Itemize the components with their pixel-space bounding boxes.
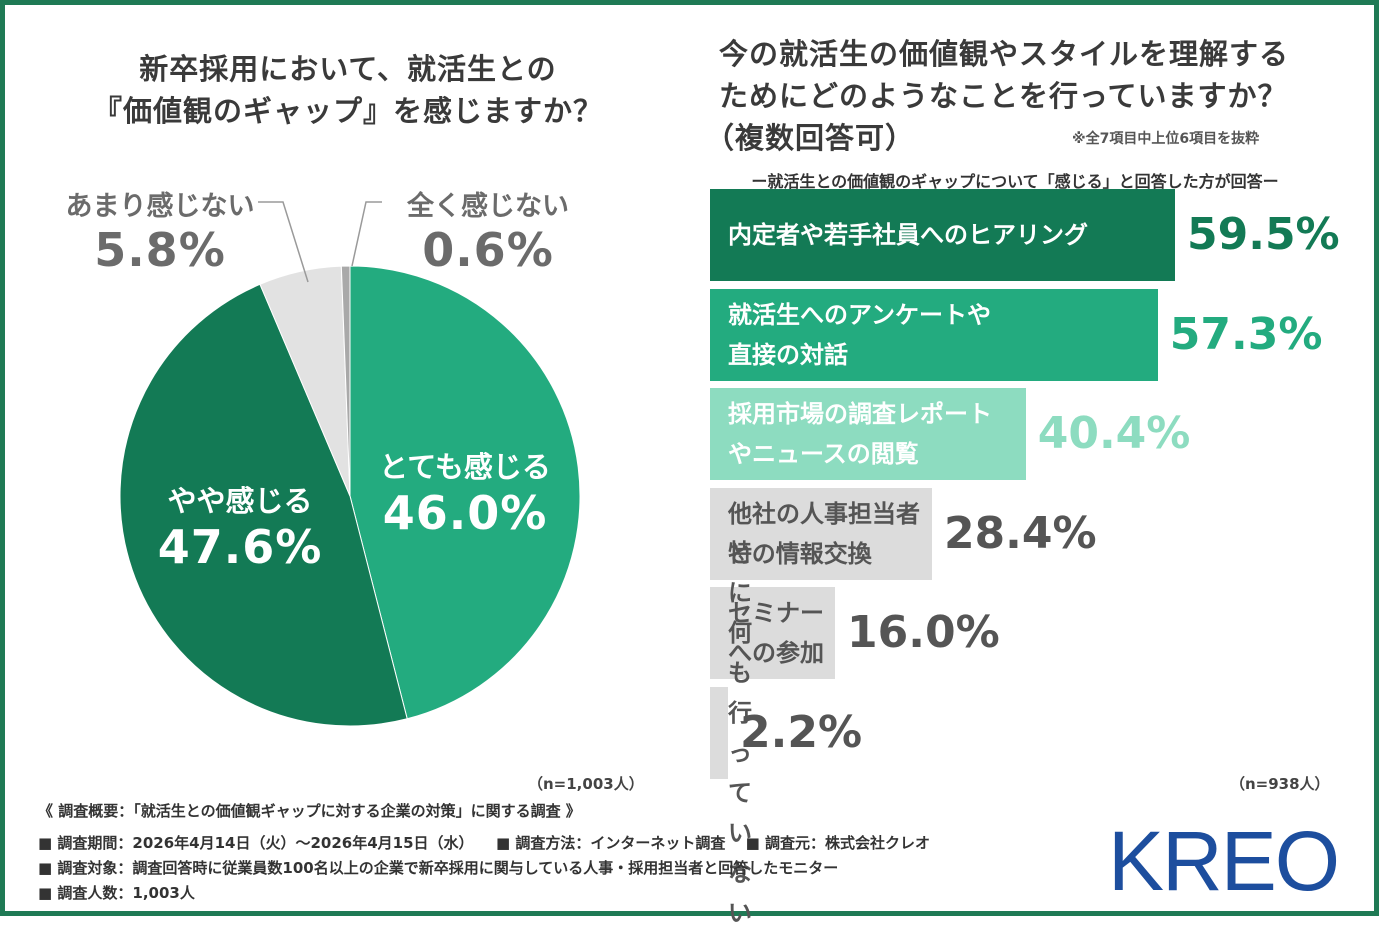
bar-value-survey: 57.3% [1169,308,1323,360]
kreo-logo: KREO [1108,818,1340,898]
bar-title-line1: 今の就活生の価値観やスタイルを理解する [719,37,1290,71]
pie-title-line2: 『価値観のギャップ』を感じますか？ [92,94,603,128]
pie-title-line1: 新卒採用において、就活生との [139,52,557,86]
bar-value-hearing: 59.5% [1187,209,1340,260]
bar-chart-note: ※全7項目中上位6項目を抜粋 [1072,131,1260,147]
pie-label-strong-value: 46.0% [382,486,548,540]
bar-label-market-report: 採用市場の調査レポート やニュースの閲覧 [728,400,992,468]
bar-market-report: 採用市場の調査レポート やニュースの閲覧 [710,388,1026,480]
bar-label-seminar: セミナー への参加 [728,599,824,667]
bar-value-market-report: 40.4% [1037,408,1191,459]
bar-title-line3: （複数回答可） [705,121,916,155]
kreo-logo-text: KREO [1108,818,1338,898]
pie-slice-none [340,265,351,497]
footer-survey-period: ■ 調査期間：2026年4月14日（火）～2026年4月15日（水） ■ 調査方… [38,834,931,852]
leader-line-none [351,201,382,267]
bar-title-line2: ためにどのようなことを行っていますか？ [719,79,1288,113]
footer-survey-target: ■ 調査対象：調査回答時に従業員数100名以上の企業で新卒採用に関与している人事… [38,859,839,877]
footer-survey-count: ■ 調査人数：1,003人 [38,884,195,902]
pie-label-not-much-value: 5.8% [94,223,226,277]
bar-label-hearing: 内定者や若手社員へのヒアリング [728,221,1088,249]
pie-label-none-value: 0.6% [422,223,554,277]
leader-line-not-much [258,201,309,283]
bar-chart-subtitle: ー就活生との価値観のギャップについて「感じる」と回答した方が回答ー [751,172,1279,191]
bar-label-peer-exchange: 他社の人事担当者 との情報交換 [728,499,920,568]
bar-value-nothing: 2.2% [740,706,863,758]
pie-label-not-much: あまり感じない 5.8% [40,184,280,277]
bar-survey: 就活生へのアンケートや 直接の対話 [710,288,1158,381]
pie-slice-some [119,283,408,727]
bar-label-survey: 就活生へのアンケートや 直接の対話 [728,300,992,369]
pie-sample-size: （n=1,003人） [528,775,644,793]
pie-label-none: 全く感じない 0.6% [368,184,608,277]
pie-label-some: やや感じる 47.6% [135,478,345,574]
bar-nothing: 特に何も 行っていない [710,539,752,927]
bar-peer-exchange: 他社の人事担当者 との情報交換 [710,487,932,580]
pie-label-strong: とても感じる 46.0% [360,444,570,540]
bar-seminar: セミナー への参加 [710,587,836,679]
pie-label-strong-category: とても感じる [379,450,551,484]
bar-value-peer-exchange: 28.4% [943,507,1097,559]
pie-label-not-much-category: あまり感じない [65,191,255,222]
pie-label-none-category: 全く感じない [407,191,569,222]
pie-label-some-value: 47.6% [157,520,323,574]
pie-slice-strong [349,265,581,720]
bar-sample-size: （n=938人） [1230,775,1330,793]
bar-chart-title: 今の就活生の価値観やスタイルを理解する ためにどのようなことを行っていますか？ … [705,33,1325,159]
pie-chart-title: 新卒採用において、就活生との 『価値観のギャップ』を感じますか？ [88,48,608,132]
bar-value-seminar: 16.0% [847,607,1000,658]
footer-survey-overview: 《 調査概要：「就活生との価値観ギャップに対する企業の対策」に関する調査 》 [38,802,581,820]
pie-label-some-category: やや感じる [167,484,313,518]
bar-hearing: 内定者や若手社員へのヒアリング [710,189,1175,281]
